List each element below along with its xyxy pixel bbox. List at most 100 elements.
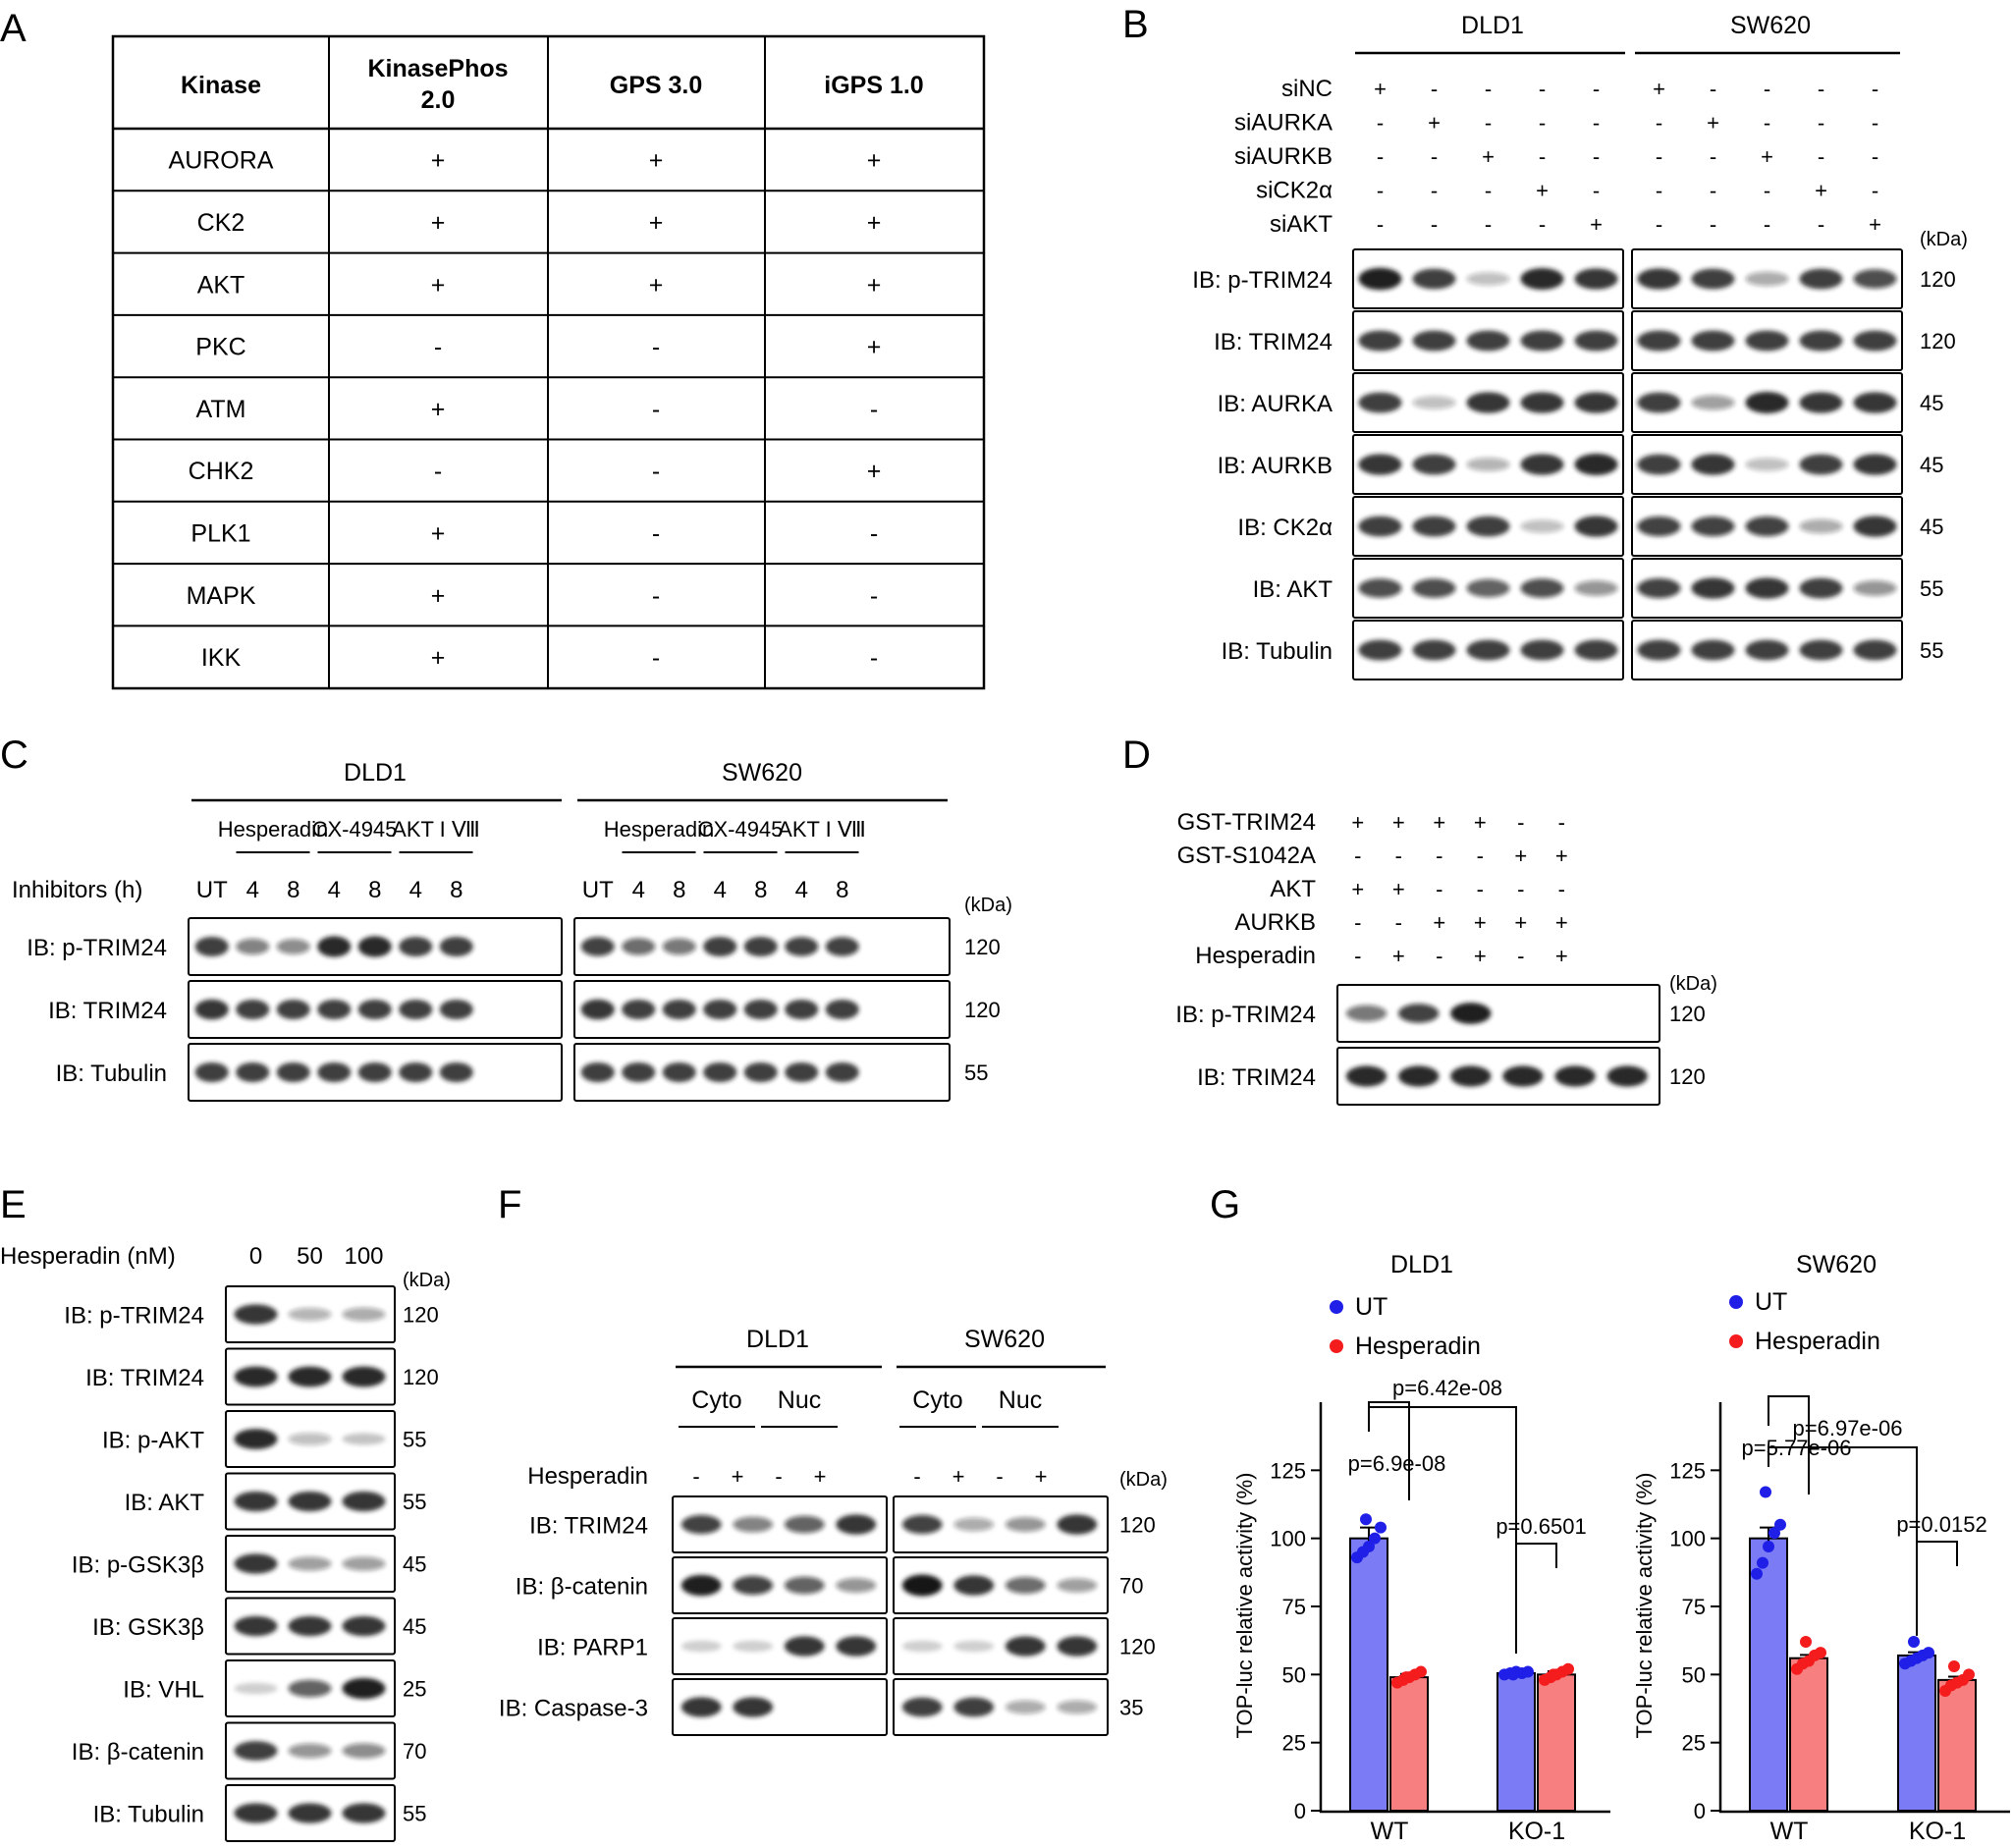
table-row-kinase: IKK [201, 644, 242, 672]
p-value-wt-ko: p=6.97e-06 [1793, 1416, 1903, 1440]
blot-dld1-band [276, 999, 310, 1020]
table-cell-prediction: - [652, 644, 660, 672]
table-cell-prediction: - [652, 582, 660, 610]
data-point-sw620 [1763, 1540, 1774, 1552]
dose-value: 0 [249, 1243, 262, 1270]
lane-label: 4 [328, 877, 341, 903]
blot-band [342, 1743, 386, 1759]
kda-header: (kDa) [403, 1270, 451, 1291]
y-tick-label-sw620: 25 [1682, 1731, 1706, 1756]
blot-dld1-band [194, 1061, 229, 1083]
p-value-wt: p=6.9e-08 [1348, 1451, 1446, 1476]
blot-sw620-band [1799, 330, 1843, 352]
condition-sign: - [1539, 77, 1546, 101]
kda-value: 120 [1669, 1002, 1706, 1026]
blot-box-sw620 [893, 1556, 1109, 1614]
blot-label: IB: p-TRIM24 [64, 1303, 204, 1330]
condition-sign: + [952, 1464, 965, 1489]
condition-sign: - [1593, 144, 1600, 169]
blot-label: IB: p-AKT [102, 1428, 204, 1454]
blot-sw620-band [1853, 639, 1897, 661]
legend-marker-hesperadin [1330, 1339, 1343, 1353]
table-cell-prediction: - [652, 334, 660, 361]
condition-sign: + [1482, 144, 1495, 169]
blot-band [1397, 1065, 1440, 1087]
blot-sw620-band [1057, 1578, 1098, 1593]
blot-sw620-band [1637, 577, 1681, 599]
blot-label: IB: β-catenin [516, 1574, 648, 1601]
blot-band [342, 1433, 386, 1445]
data-point-dld1 [1562, 1662, 1574, 1675]
blot-sw620-band [743, 1061, 778, 1083]
blot-sw620-band [1691, 268, 1735, 290]
blot-sw620-band [1057, 1636, 1098, 1657]
table-cell-prediction: + [431, 209, 446, 237]
blot-band [234, 1741, 278, 1761]
condition-sign: - [692, 1464, 699, 1489]
condition-sign: + [814, 1464, 827, 1489]
lane-label: UT [582, 877, 614, 903]
table-cell-prediction: - [652, 458, 660, 485]
table-row-kinase: AURORA [169, 147, 274, 175]
blot-sw620-band [901, 1574, 943, 1597]
blot-dld1-band [399, 936, 433, 957]
table-cell-prediction: + [649, 271, 664, 299]
blot-box-dld1 [672, 1617, 888, 1675]
inhibitor-label: Hesperadin [218, 817, 329, 842]
significance-bracket-wt-ko [1368, 1406, 1517, 1654]
table-header-gps: GPS 3.0 [610, 72, 703, 99]
dose-value: 50 [297, 1243, 323, 1270]
kda-value: 120 [1920, 329, 1956, 353]
blot-sw620-band [622, 999, 656, 1020]
cell-line-sw620: SW620 [1730, 12, 1811, 39]
lane-label: 8 [673, 877, 685, 903]
blot-band [288, 1491, 332, 1512]
table-row-kinase: PLK1 [190, 519, 250, 547]
blot-label: IB: AURKA [1218, 391, 1333, 417]
blot-sw620-band [901, 1514, 943, 1535]
blot-sw620-band [1745, 516, 1789, 537]
blot-dld1-band [1412, 330, 1456, 352]
lane-label: 8 [836, 877, 848, 903]
blot-sw620-band [662, 938, 696, 955]
condition-sign: + [1761, 144, 1773, 169]
kda-value: 45 [1920, 515, 1943, 539]
condition-label: siCK2α [1256, 178, 1333, 204]
kda-header: (kDa) [964, 895, 1012, 916]
blot-dld1-band [680, 1697, 722, 1717]
p-value-ko: p=0.0152 [1896, 1512, 1986, 1537]
blot-band [1345, 1005, 1387, 1022]
hesperadin-dose-label: Hesperadin (nM) [0, 1243, 176, 1270]
condition-sign: - [1872, 77, 1878, 101]
blot-sw620-band [1637, 392, 1681, 413]
condition-sign: - [1477, 843, 1484, 868]
condition-sign: + [1474, 910, 1487, 935]
y-tick-label-dld1: 100 [1270, 1527, 1306, 1551]
blot-label: IB: Tubulin [93, 1802, 204, 1828]
blot-band [234, 1304, 278, 1325]
y-tick-label-dld1: 0 [1294, 1799, 1306, 1823]
condition-sign: + [1392, 877, 1405, 901]
panel-f-fractionation-blots: DLD1 SW620 Cyto Nuc - + - + Cyto Nuc - + - + Hesperadi… [499, 1326, 1168, 1736]
fraction-label: Cyto [912, 1386, 962, 1414]
condition-sign: - [1710, 77, 1716, 101]
condition-sign: - [1539, 144, 1546, 169]
blot-box-sw620 [893, 1617, 1109, 1675]
blot-dld1-band [680, 1640, 722, 1653]
blot-dld1-band [1466, 330, 1510, 352]
blot-dld1-band [1466, 578, 1510, 598]
data-point-sw620 [1760, 1486, 1771, 1498]
lane-label: 4 [409, 877, 422, 903]
blot-sw620-band [580, 999, 615, 1020]
table-header-igps: iGPS 1.0 [824, 72, 923, 99]
blot-box [1336, 1047, 1660, 1106]
blot-dld1-band [317, 1061, 352, 1083]
table-header-kinasephos-line1: KinasePhos [367, 55, 508, 82]
inhibitor-label: AKT I Ⅷ [778, 817, 866, 842]
bar-sw620-wt-ut [1749, 1537, 1788, 1812]
blot-dld1-band [317, 999, 352, 1020]
table-row-kinase: MAPK [187, 582, 256, 610]
lane-label: 8 [368, 877, 381, 903]
condition-sign: - [1395, 910, 1402, 935]
